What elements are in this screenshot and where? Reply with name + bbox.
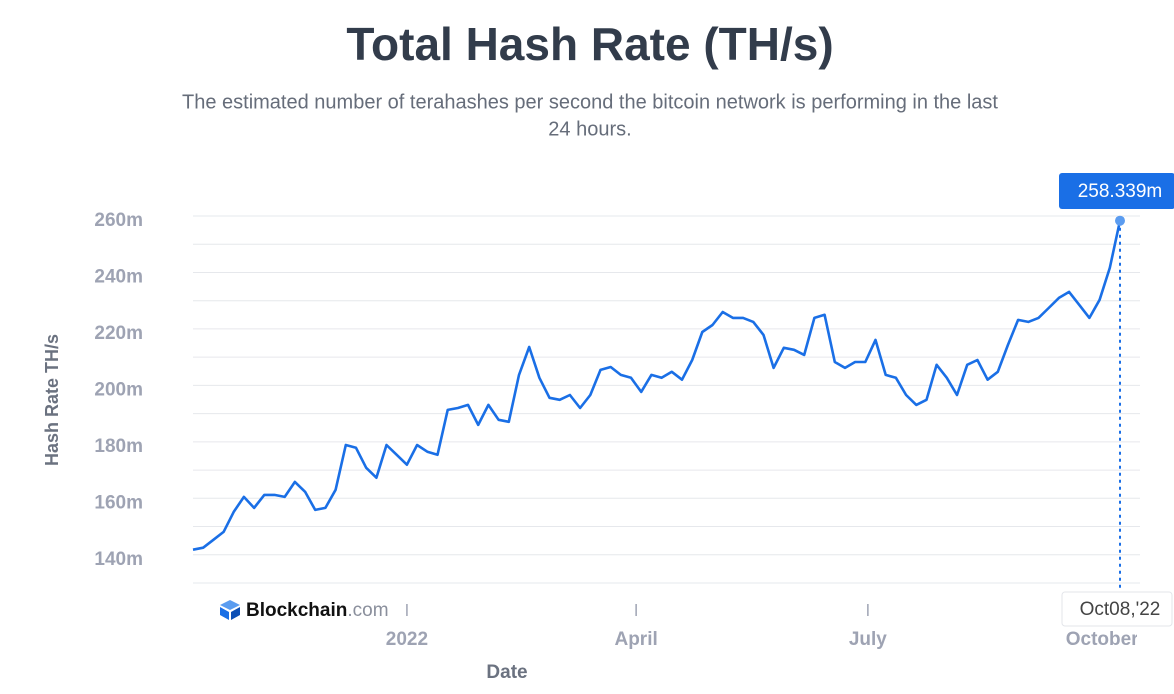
value-tooltip: [1059, 173, 1174, 209]
chart-subtitle: The estimated number of terahashes per s…: [182, 91, 998, 113]
x-axis-title: Date: [486, 662, 527, 683]
y-tick-label: 260m: [94, 210, 143, 231]
grid: [193, 215, 1140, 584]
logo: Blockchain.com: [220, 600, 389, 621]
logo-icon: [220, 607, 229, 620]
chart-title: Total Hash Rate (TH/s): [346, 18, 833, 70]
logo-brand: Blockchain: [246, 600, 347, 621]
data-point: [1115, 215, 1125, 226]
logo-icon: [231, 607, 240, 620]
logo-text: Blockchain.com: [246, 600, 389, 621]
value-tooltip-label: 258.339m: [1078, 181, 1163, 202]
x-tick-label: July: [849, 629, 887, 650]
y-tick-label: 220m: [94, 323, 143, 344]
y-tick-label: 140m: [94, 549, 143, 570]
logo-suffix: .com: [347, 600, 388, 621]
x-tick-label: October: [1066, 629, 1139, 650]
y-tick-label: 200m: [94, 379, 143, 400]
x-axis: 2022 April July October: [386, 604, 1139, 650]
date-tooltip: [1061, 591, 1173, 627]
x-tick-label: April: [614, 629, 657, 650]
x-tick-label: 2022: [386, 629, 428, 650]
chart-subtitle: 24 hours.: [548, 118, 631, 140]
data-line: [192, 220, 1122, 551]
y-tick-label: 180m: [94, 436, 143, 457]
y-tick-label: 240m: [94, 266, 143, 287]
logo-icon: [220, 600, 240, 610]
y-axis-title: Hash Rate TH/s: [42, 334, 62, 466]
y-tick-label: 160m: [94, 492, 143, 513]
date-tooltip-label: Oct08,'22: [1080, 599, 1161, 620]
